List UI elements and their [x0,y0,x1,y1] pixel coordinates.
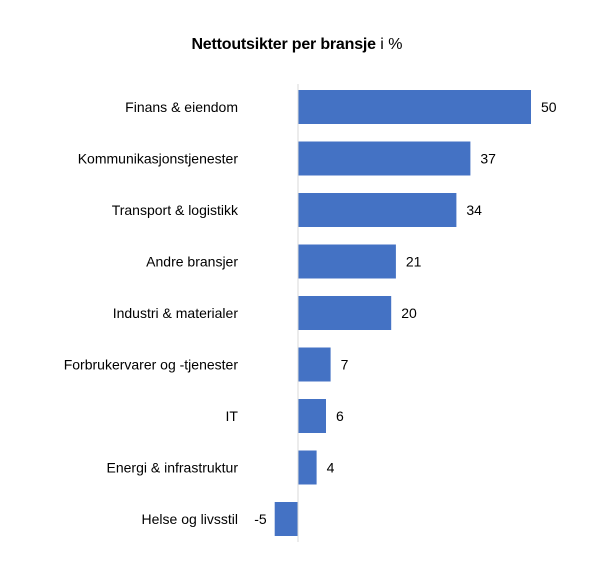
labels-layer: Finans & eiendom 50 Kommunikasjonstjeneste… [64,99,557,527]
chart-title: Nettoutsikter per bransje i % [0,36,594,54]
value-label: 21 [406,254,422,270]
value-label: 20 [401,305,417,321]
value-label: 6 [336,408,344,424]
bar-kommunikasjonstjenester [298,141,471,176]
bar-helse-og-livsstil [274,502,298,536]
chart-title-unit-text: i % [380,36,403,53]
bar-andre-bransjer [298,244,396,279]
bar-industri-materialer [298,296,392,330]
value-label: 34 [466,202,482,218]
category-label: Kommunikasjonstjenester [78,151,239,167]
category-label: IT [226,408,239,424]
value-label: 4 [327,460,335,476]
value-label: -5 [254,511,267,527]
category-label: Forbrukervarer og -tjenester [64,357,239,373]
bar-finans-eiendom [298,90,531,124]
bars-layer [274,90,531,536]
category-label: Andre bransjer [146,254,238,270]
bar-it [298,399,326,433]
category-label: Finans & eiendom [125,99,238,115]
bar-energi-infrastruktur [298,450,317,485]
bar-forbrukervarer-og-tjenester [298,347,331,382]
chart-title-unit: i % [376,36,403,53]
value-label: 37 [480,151,496,167]
category-label: Industri & materialer [113,305,239,321]
value-label: 7 [341,357,349,373]
value-label: 50 [541,99,557,115]
category-label: Energi & infrastruktur [107,460,239,476]
category-label: Helse og livsstil [142,511,238,527]
chart-title-main: Nettoutsikter per bransje [191,36,376,53]
bar-transport-logistikk [298,193,457,227]
category-label: Transport & logistikk [112,202,239,218]
